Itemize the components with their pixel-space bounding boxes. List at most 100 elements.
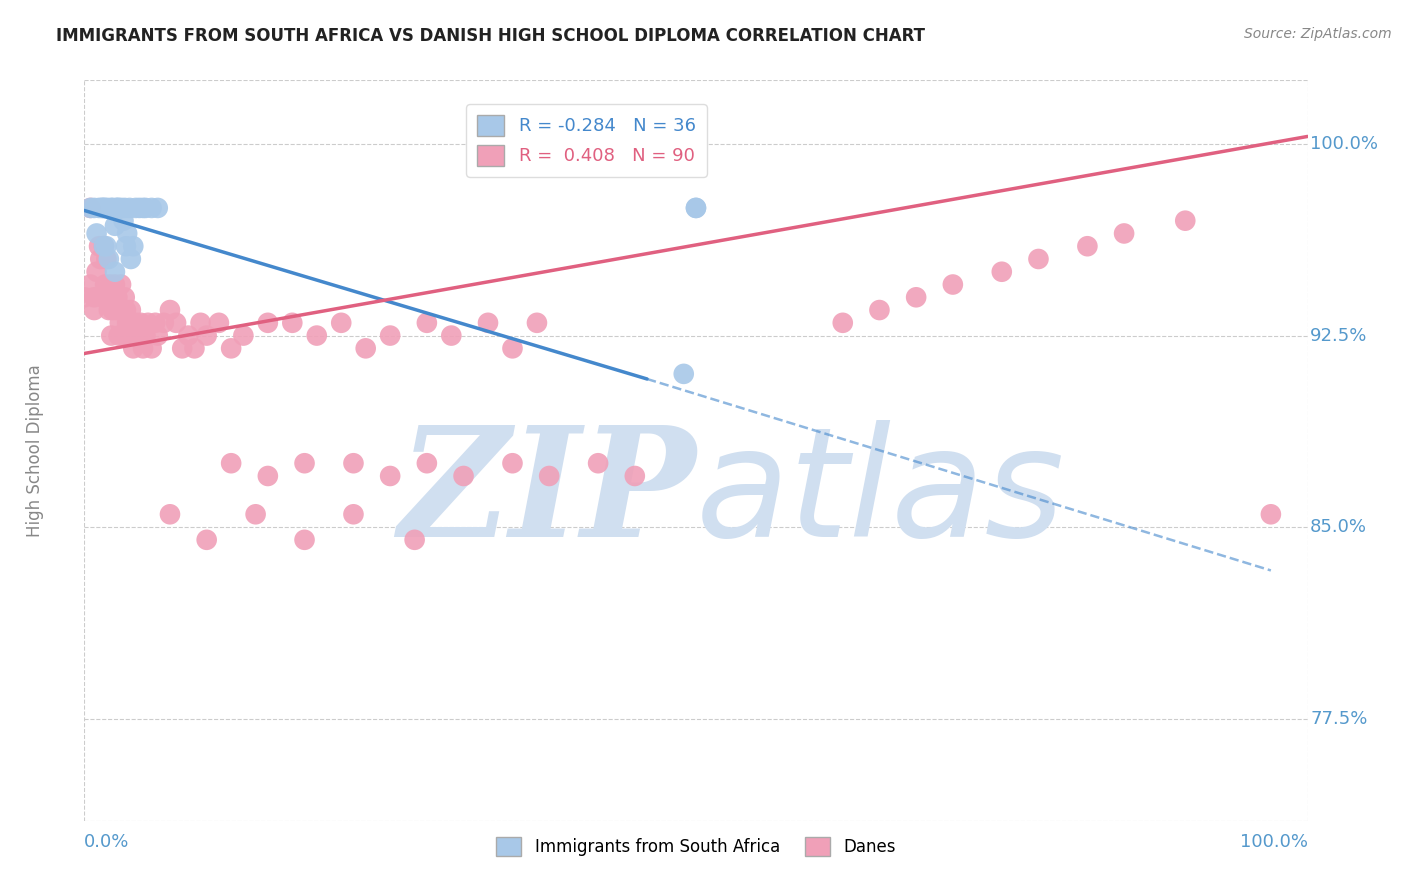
Text: 85.0%: 85.0% [1310, 518, 1367, 536]
Point [502, 342, 524, 356]
Point [115, 316, 138, 330]
Point [105, 303, 128, 318]
Point [146, 328, 169, 343]
Point [87, 201, 110, 215]
Point [122, 342, 145, 356]
Point [110, 277, 132, 292]
Point [195, 533, 218, 547]
Point [118, 201, 141, 215]
Point [83, 201, 105, 215]
Point [141, 342, 163, 356]
Text: 0.0%: 0.0% [84, 833, 129, 851]
Point [117, 328, 139, 343]
Point [104, 265, 127, 279]
Point [132, 201, 155, 215]
Point [79, 277, 101, 292]
Point [502, 456, 524, 470]
Point [159, 303, 181, 318]
Point [101, 303, 124, 318]
Point [112, 328, 135, 343]
Point [79, 201, 101, 215]
Point [136, 316, 159, 330]
Point [122, 239, 145, 253]
Point [83, 303, 105, 318]
Text: ZIP: ZIP [398, 420, 696, 569]
Point [91, 290, 114, 304]
Point [586, 456, 609, 470]
Point [453, 469, 475, 483]
Point [404, 533, 426, 547]
Point [538, 469, 561, 483]
Point [97, 290, 120, 304]
Point [172, 342, 194, 356]
Point [105, 290, 128, 304]
Point [115, 227, 138, 241]
Point [73, 290, 96, 304]
Point [146, 201, 169, 215]
Point [97, 201, 120, 215]
Text: 92.5%: 92.5% [1310, 326, 1368, 344]
Point [115, 239, 138, 253]
Point [118, 316, 141, 330]
Point [114, 201, 136, 215]
Point [477, 316, 499, 330]
Point [111, 303, 134, 318]
Point [96, 239, 118, 253]
Point [257, 469, 280, 483]
Point [416, 316, 439, 330]
Point [685, 201, 707, 215]
Text: atlas: atlas [696, 420, 1066, 569]
Point [141, 201, 163, 215]
Point [100, 201, 122, 215]
Point [1174, 213, 1197, 227]
Point [87, 239, 110, 253]
Point [101, 201, 124, 215]
Point [190, 316, 212, 330]
Point [129, 316, 152, 330]
Point [294, 533, 316, 547]
Point [97, 252, 120, 266]
Point [159, 508, 181, 522]
Text: IMMIGRANTS FROM SOUTH AFRICA VS DANISH HIGH SCHOOL DIPLOMA CORRELATION CHART: IMMIGRANTS FROM SOUTH AFRICA VS DANISH H… [56, 27, 925, 45]
Point [89, 252, 111, 266]
Point [120, 252, 142, 266]
Point [342, 508, 364, 522]
Point [93, 201, 115, 215]
Point [94, 277, 117, 292]
Point [342, 456, 364, 470]
Text: Source: ZipAtlas.com: Source: ZipAtlas.com [1244, 27, 1392, 41]
Point [94, 201, 117, 215]
Point [354, 342, 377, 356]
Point [165, 316, 187, 330]
Point [104, 277, 127, 292]
Point [905, 290, 928, 304]
Point [120, 303, 142, 318]
Point [104, 219, 127, 233]
Point [183, 342, 205, 356]
Point [153, 316, 176, 330]
Point [177, 328, 200, 343]
Point [125, 316, 148, 330]
Point [685, 201, 707, 215]
Point [79, 201, 101, 215]
Point [1114, 227, 1136, 241]
Point [869, 303, 891, 318]
Point [83, 290, 105, 304]
Point [831, 316, 853, 330]
Point [125, 201, 148, 215]
Point [93, 239, 115, 253]
Point [93, 239, 115, 253]
Text: 100.0%: 100.0% [1310, 135, 1378, 153]
Point [97, 303, 120, 318]
Point [380, 328, 402, 343]
Point [1076, 239, 1098, 253]
Point [219, 456, 242, 470]
Point [115, 303, 138, 318]
Point [86, 227, 108, 241]
Point [127, 328, 149, 343]
Point [232, 328, 254, 343]
Legend: Immigrants from South Africa, Danes: Immigrants from South Africa, Danes [488, 828, 904, 864]
Point [257, 316, 280, 330]
Point [281, 316, 304, 330]
Point [91, 201, 114, 215]
